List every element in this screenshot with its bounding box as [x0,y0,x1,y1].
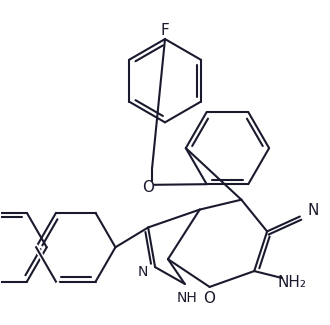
Text: N: N [138,265,148,279]
Text: O: O [204,291,215,306]
Text: O: O [142,180,154,195]
Text: NH₂: NH₂ [278,276,307,291]
Text: F: F [161,23,169,38]
Text: N: N [307,203,318,218]
Text: NH: NH [177,291,197,305]
